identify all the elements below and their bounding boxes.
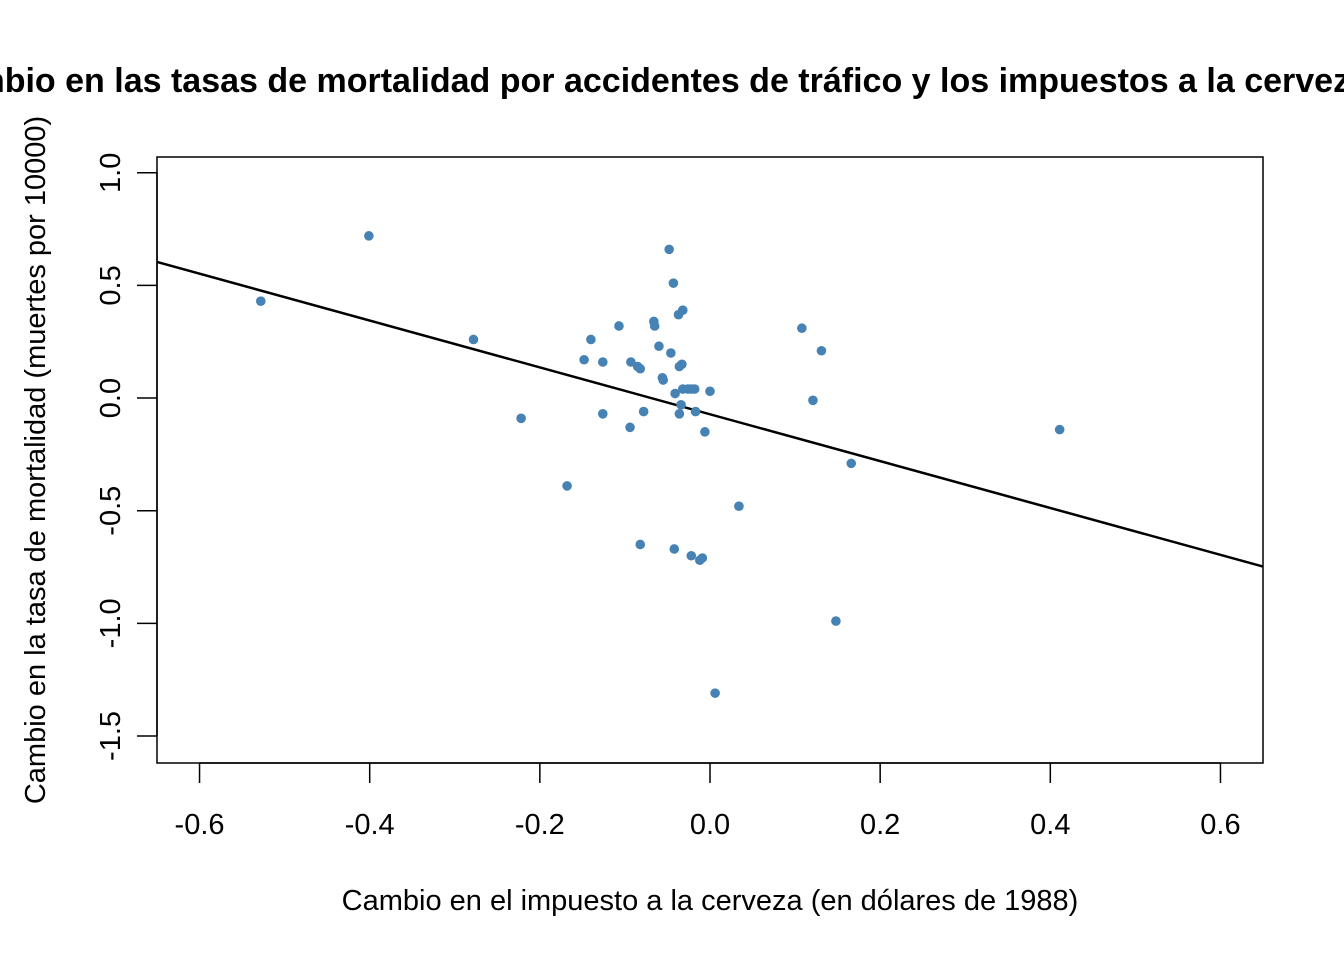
data-point: [697, 553, 708, 563]
data-point: [635, 363, 646, 374]
data-point: [364, 231, 374, 241]
data-point: [816, 345, 827, 356]
y-tick-label: -1.0: [95, 598, 127, 648]
data-point: [686, 550, 697, 561]
data-point: [669, 544, 680, 554]
data-point: [625, 422, 635, 433]
data-point: [658, 375, 669, 385]
data-point: [579, 354, 589, 365]
data-point: [635, 539, 646, 550]
data-point: [846, 458, 857, 469]
x-tick-label: 0.0: [690, 809, 730, 841]
chart-title: Cambio en las tasas de mortalidad por ac…: [0, 62, 1344, 100]
x-axis-label: Cambio en el impuesto a la cerveza (en d…: [342, 885, 1079, 917]
y-tick-label: 1.0: [95, 153, 127, 193]
x-tick-label: -0.4: [345, 809, 395, 841]
x-tick-label: 0.6: [1200, 809, 1240, 841]
data-point: [677, 305, 688, 315]
data-point: [516, 413, 526, 424]
data-point: [831, 616, 841, 626]
data-point: [710, 688, 720, 698]
y-axis-label: Cambio en la tasa de mortalidad (muertes…: [20, 116, 52, 804]
y-tick-label: -0.5: [95, 486, 127, 536]
data-point: [638, 406, 649, 417]
data-point: [664, 244, 674, 255]
x-tick-label: 0.2: [860, 809, 900, 841]
x-axis: -0.6 -0.4 -0.2 0.0 0.2 0.4 0.6: [175, 762, 1241, 841]
y-tick-label: 0.0: [95, 378, 127, 418]
data-point: [626, 357, 636, 367]
data-point: [654, 341, 664, 352]
x-tick-label: 0.4: [1030, 809, 1070, 841]
data-point: [598, 409, 608, 419]
y-axis: 1.0 0.5 0.0 -0.5 -1.0 -1.5: [95, 153, 158, 761]
y-tick-label: -1.5: [95, 711, 127, 761]
data-point: [1054, 424, 1065, 435]
data-point: [668, 278, 679, 288]
data-point: [734, 501, 744, 511]
data-point: [649, 321, 660, 331]
data-point: [562, 481, 572, 491]
data-point: [689, 384, 700, 394]
data-point: [255, 296, 266, 306]
data-points: [255, 231, 1065, 698]
data-point: [666, 348, 676, 358]
y-tick-label: 0.5: [95, 265, 127, 305]
data-point: [705, 386, 715, 397]
x-tick-label: -0.2: [515, 809, 565, 841]
x-tick-label: -0.6: [175, 809, 225, 841]
data-point: [674, 409, 685, 419]
plot-frame: [156, 156, 1264, 764]
data-point: [676, 400, 686, 410]
data-point: [690, 406, 701, 417]
data-point: [670, 388, 680, 399]
data-point: [468, 334, 479, 345]
data-point: [586, 334, 596, 345]
data-point: [598, 357, 608, 367]
regression-line: [156, 260, 1264, 568]
data-point: [614, 321, 624, 331]
data-point: [797, 323, 807, 334]
data-point: [700, 427, 710, 437]
data-point: [677, 359, 687, 370]
data-point: [808, 395, 818, 406]
